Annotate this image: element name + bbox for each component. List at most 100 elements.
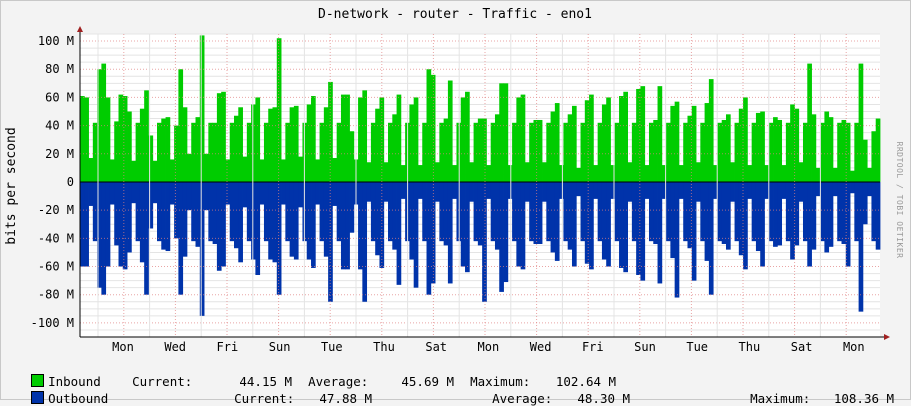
inbound-bar	[293, 105, 299, 182]
inbound-bar	[734, 122, 740, 182]
inbound-bar	[725, 114, 731, 182]
inbound-bar	[871, 131, 877, 182]
outbound-bar	[696, 181, 701, 202]
inbound-bar	[623, 91, 628, 182]
outbound-bar	[157, 181, 162, 242]
outbound-bar	[259, 181, 265, 205]
outbound-bar	[281, 181, 286, 205]
inbound-bar	[850, 170, 855, 182]
outbound-bar	[815, 181, 821, 197]
inbound-bar	[152, 160, 158, 182]
inbound-bar	[490, 122, 496, 182]
legend-inbound: Inbound Current: 44.15 M Average: 45.69 M Max…	[16, 359, 616, 389]
outbound-bar	[537, 181, 543, 244]
chart-title: D-network - router - Traffic - eno1	[318, 7, 592, 22]
y-tick-label: 20 M	[45, 147, 74, 161]
outbound-bar	[319, 181, 325, 242]
inbound-bar	[610, 165, 616, 182]
y-tick-label: 40 M	[45, 119, 74, 133]
inbound-bar	[238, 107, 243, 182]
y-tick-label: 100 M	[38, 34, 74, 48]
outbound-bar	[388, 181, 393, 242]
outbound-bar	[725, 181, 731, 250]
outbound-bar	[542, 181, 547, 202]
outbound-bar	[101, 181, 107, 295]
inbound-bar	[409, 104, 415, 182]
inbound-bar	[567, 114, 573, 182]
y-tick-label: -100 M	[31, 316, 74, 330]
inbound-bar	[482, 118, 487, 182]
inbound-bar	[640, 86, 646, 182]
inbound-bar	[691, 105, 697, 182]
legend-outbound-maximum-label: Maximum:	[750, 391, 811, 406]
inbound-bar	[764, 165, 770, 182]
inbound-bar	[122, 96, 128, 182]
y-tick-label: -20 M	[38, 203, 74, 217]
inbound-bar	[516, 97, 522, 182]
outbound-bar	[358, 181, 363, 270]
inbound-bar	[460, 97, 466, 182]
outbound-bar	[417, 181, 423, 199]
inbound-bar	[114, 121, 119, 182]
inbound-bar	[84, 97, 89, 182]
x-tick-label: Fri	[582, 340, 604, 354]
inbound-bar	[131, 160, 137, 182]
inbound-bar	[469, 162, 474, 182]
inbound-bar	[554, 103, 560, 182]
inbound-bar	[212, 122, 218, 182]
outbound-bar	[225, 181, 231, 205]
inbound-bar	[169, 159, 175, 182]
inbound-bar	[101, 63, 107, 182]
inbound-bar	[790, 104, 795, 182]
outbound-bar	[379, 181, 385, 268]
inbound-bar	[80, 96, 85, 182]
inbound-bar	[281, 159, 286, 182]
inbound-bar	[845, 122, 851, 182]
inbound-bar	[631, 122, 637, 182]
outbound-bar	[610, 181, 616, 199]
outbound-bar	[311, 181, 316, 268]
inbound-bar	[606, 97, 611, 182]
inbound-bar	[195, 117, 201, 182]
inbound-bar	[199, 35, 205, 182]
outbound-bar	[571, 181, 577, 267]
outbound-bar	[199, 181, 205, 316]
inbound-bar	[259, 159, 265, 182]
outbound-bar	[251, 181, 256, 260]
inbound-bar	[388, 122, 393, 182]
inbound-bar	[298, 156, 303, 182]
outbound-bar	[494, 181, 500, 250]
inbound-bar	[550, 111, 556, 182]
outbound-bar	[550, 181, 556, 253]
inbound-bar	[533, 119, 539, 182]
outbound-bar	[323, 181, 329, 257]
inbound-bar	[717, 122, 723, 182]
inbound-bar	[336, 122, 342, 182]
inbound-bar	[473, 122, 479, 182]
inbound-bar	[229, 122, 235, 182]
outbound-bar	[751, 181, 757, 242]
inbound-bar	[165, 117, 171, 182]
inbound-bar	[216, 93, 222, 182]
outbound-bar	[186, 181, 192, 211]
outbound-bar	[721, 181, 727, 244]
outbound-bar	[640, 181, 646, 281]
outbound-bar	[811, 181, 817, 250]
inbound-bar	[815, 167, 821, 182]
outbound-bar	[482, 181, 487, 302]
inbound-bar	[234, 115, 239, 182]
inbound-bar	[323, 107, 329, 182]
x-tick-label: Sun	[634, 340, 656, 354]
inbound-bar	[139, 108, 145, 182]
inbound-bar	[268, 108, 273, 182]
outbound-bar	[653, 181, 658, 244]
inbound-bar	[593, 165, 599, 182]
outbound-bar	[790, 181, 795, 260]
outbound-bar	[366, 181, 372, 202]
inbound-bar	[794, 108, 800, 182]
x-tick-label: Wed	[164, 340, 186, 354]
rrdtool-watermark: RRDTOOL / TOBI OETIKER	[895, 142, 904, 259]
outbound-bar	[670, 181, 676, 259]
inbound-bar	[417, 165, 423, 182]
